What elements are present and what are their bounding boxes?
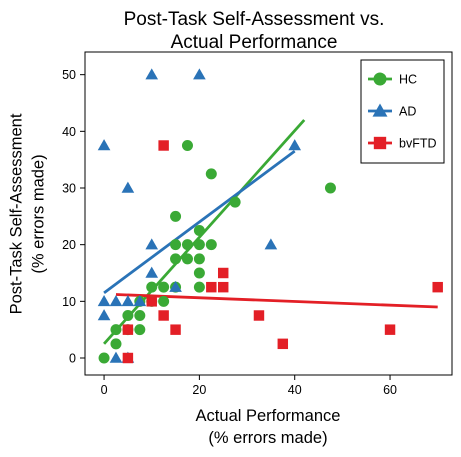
chart-title-line-2: Actual Performance — [171, 32, 338, 53]
bvftd-point — [217, 281, 229, 293]
ad-point — [109, 295, 123, 307]
bvftd-fit-line — [115, 293, 438, 309]
hc-point — [205, 168, 217, 180]
ad-point — [264, 238, 278, 250]
ad-point — [121, 295, 135, 307]
y-axis-label-group-2: (% errors made) — [29, 154, 47, 273]
hc-point — [181, 140, 193, 151]
hc-point — [193, 267, 205, 279]
y-axis-ticks: 0 10 20 30 40 50 — [62, 68, 85, 366]
hc-point — [193, 239, 205, 251]
legend-item-ad: AD — [368, 103, 416, 119]
legend-label: AD — [399, 105, 416, 119]
hc-point — [122, 310, 134, 321]
legend: HC AD bvFTD — [360, 59, 445, 164]
ad-point — [193, 68, 206, 80]
y-tick-label: 40 — [62, 125, 76, 139]
hc-point — [205, 239, 217, 251]
hc-point — [193, 253, 205, 265]
legend-label: HC — [399, 73, 417, 87]
bvftd-point — [217, 267, 229, 279]
ad-point — [97, 295, 111, 307]
bvftd-point — [432, 281, 443, 293]
hc-point — [158, 295, 170, 307]
ad-point — [97, 139, 111, 151]
hc-point — [324, 182, 336, 194]
chart-title-line-1: Post-Task Self-Assessment vs. — [124, 9, 385, 30]
legend-marker-bvftd — [373, 136, 387, 150]
hc-point — [134, 324, 146, 336]
y-axis-label-line-2: (% errors made) — [29, 154, 47, 273]
hc-point — [170, 210, 182, 222]
hc-point — [181, 239, 193, 251]
ad-point — [121, 181, 135, 193]
bvftd-point — [122, 324, 134, 335]
bvftd-point — [158, 140, 169, 151]
y-tick-label: 20 — [62, 238, 76, 252]
hc-point — [193, 281, 205, 293]
bvftd-point — [170, 324, 181, 335]
y-tick-label: 10 — [62, 295, 76, 309]
y-axis-label-group: Post-Task Self-Assessment — [7, 113, 25, 314]
bvftd-point — [206, 281, 217, 293]
ad-point — [97, 309, 111, 321]
y-tick-label: 0 — [69, 352, 76, 366]
legend-marker-ad — [372, 103, 388, 117]
ad-point — [169, 280, 182, 292]
bvftd-point — [384, 324, 396, 335]
ad-point — [145, 68, 159, 80]
hc-point — [193, 225, 205, 236]
hc-point — [158, 281, 170, 293]
legend-item-hc: HC — [368, 72, 417, 87]
ad-point — [145, 238, 159, 250]
ad-fit-line — [103, 150, 296, 294]
hc-point — [170, 253, 182, 265]
x-axis-label-line-2: (% errors made) — [208, 429, 327, 447]
hc-point — [110, 338, 122, 350]
y-axis-label-line-1: Post-Task Self-Assessment — [7, 113, 25, 314]
y-tick-label: 50 — [62, 68, 76, 82]
ad-point — [133, 295, 147, 307]
legend-item-bvftd: bvFTD — [368, 137, 437, 151]
series-bvftd — [122, 140, 443, 364]
legend-label: bvFTD — [399, 137, 437, 151]
ad-point — [288, 139, 302, 151]
bvftd-point — [122, 352, 134, 364]
bvftd-point — [158, 310, 169, 321]
bvftd-point — [277, 338, 289, 350]
x-tick-label: 0 — [101, 383, 108, 397]
ad-point — [145, 266, 159, 278]
hc-point — [98, 352, 110, 364]
legend-entries: HC AD bvFTD — [368, 72, 437, 151]
x-axis-label-line-1: Actual Performance — [196, 407, 341, 425]
bvftd-point — [253, 310, 265, 321]
hc-point — [170, 239, 182, 251]
data-points — [97, 68, 443, 364]
hc-point — [229, 196, 241, 208]
hc-point — [134, 310, 146, 321]
hc-point — [110, 324, 122, 336]
legend-marker-hc — [373, 72, 387, 86]
x-tick-label: 60 — [383, 383, 397, 397]
hc-point — [181, 253, 193, 265]
bvftd-point — [146, 296, 157, 307]
x-tick-label: 40 — [288, 383, 302, 397]
ad-point — [109, 351, 123, 363]
x-tick-label: 20 — [192, 383, 206, 397]
x-axis-ticks: 0 20 40 60 — [101, 375, 397, 397]
hc-point — [146, 281, 158, 293]
y-tick-label: 30 — [62, 182, 76, 196]
